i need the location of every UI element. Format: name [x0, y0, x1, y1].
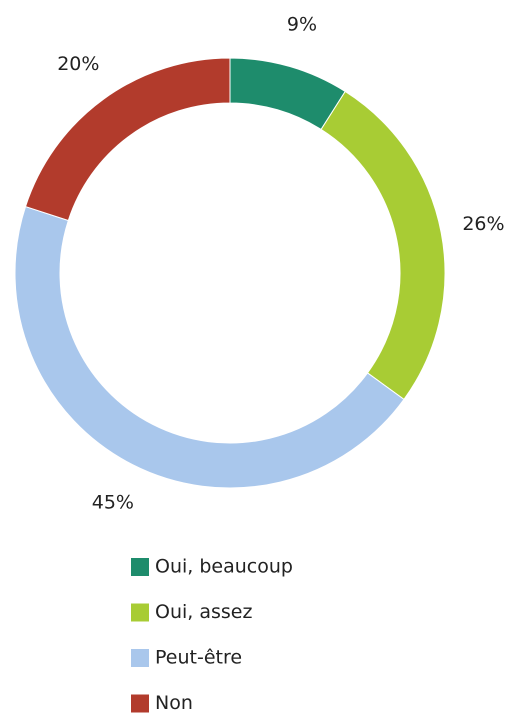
legend-label: Oui, beaucoup — [155, 556, 293, 578]
donut-segment — [14, 205, 405, 489]
legend-label: Non — [155, 692, 193, 714]
data-label: 9% — [287, 14, 317, 36]
legend-label: Oui, assez — [155, 601, 252, 623]
legend-swatch — [131, 694, 149, 713]
donut-segment — [320, 90, 446, 401]
legend-swatch — [131, 558, 149, 576]
data-label: 26% — [462, 213, 504, 235]
legend-label: Peut-être — [155, 647, 242, 669]
data-label: 45% — [92, 491, 134, 513]
donut-segment — [24, 57, 231, 222]
data-label: 20% — [57, 53, 99, 75]
legend-swatch — [131, 649, 149, 667]
legend-swatch — [131, 603, 149, 622]
